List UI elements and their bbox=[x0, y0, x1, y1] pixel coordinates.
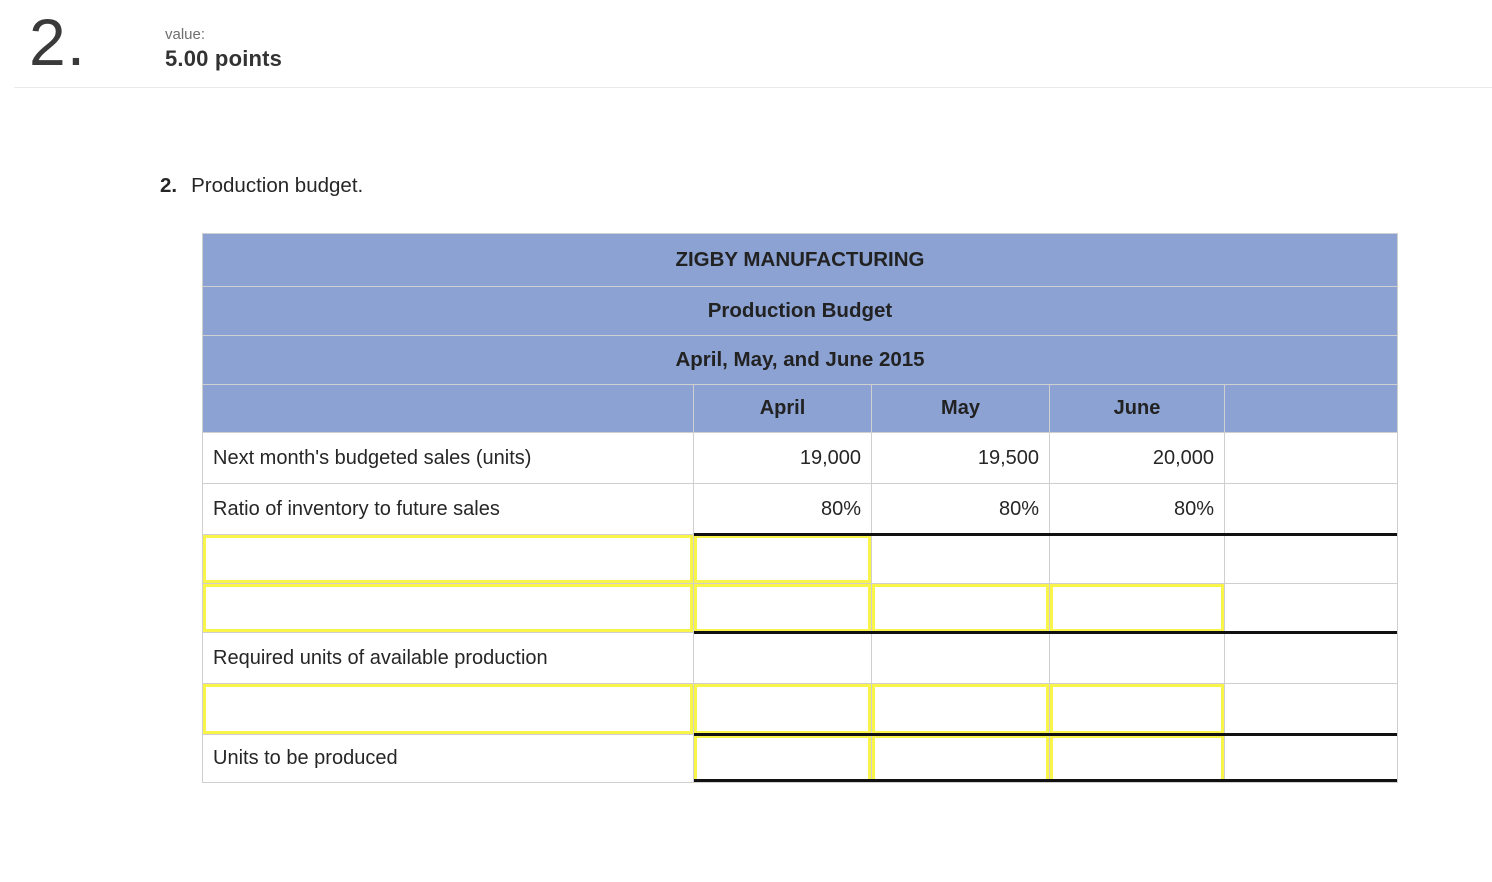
blank-cell bbox=[1225, 433, 1397, 483]
answer-input-june[interactable] bbox=[1050, 684, 1224, 734]
blank-cell bbox=[1225, 484, 1397, 534]
header-divider bbox=[14, 87, 1492, 88]
question-value-block: value: 5.00 points bbox=[165, 26, 282, 72]
value-cell-april: 19,000 bbox=[694, 433, 871, 483]
col-header-april: April bbox=[694, 385, 871, 432]
task-line: 2. Production budget. bbox=[160, 174, 363, 198]
blank-cell bbox=[1225, 735, 1397, 782]
table-title-report: Production Budget bbox=[203, 287, 1397, 335]
col-header-blank-left bbox=[203, 385, 693, 432]
value-cell-may: 19,500 bbox=[872, 433, 1049, 483]
answer-input-april[interactable] bbox=[694, 684, 871, 734]
value-label: value: bbox=[165, 26, 206, 43]
table-title-period: April, May, and June 2015 bbox=[203, 336, 1397, 384]
table-title-company: ZIGBY MANUFACTURING bbox=[203, 234, 1397, 286]
answer-input-april[interactable] bbox=[694, 584, 871, 632]
value-cell-june: 20,000 bbox=[1050, 433, 1224, 483]
task-number: 2. bbox=[160, 174, 178, 197]
blank-cell bbox=[1225, 633, 1397, 683]
row-label: Required units of available production bbox=[203, 633, 693, 683]
col-header-blank-right bbox=[1225, 385, 1397, 432]
answer-input-june[interactable] bbox=[1050, 735, 1224, 782]
answer-label-input[interactable] bbox=[203, 684, 693, 734]
value-cell-may bbox=[872, 633, 1049, 683]
blank-cell bbox=[1225, 535, 1397, 583]
answer-input-may[interactable] bbox=[872, 684, 1049, 734]
row-label: Ratio of inventory to future sales bbox=[203, 484, 693, 534]
answer-label-input[interactable] bbox=[203, 535, 693, 583]
value-cell-april bbox=[694, 633, 871, 683]
task-title: Production budget. bbox=[191, 174, 364, 197]
points-value: 5.00 points bbox=[165, 46, 283, 71]
blank-cell bbox=[872, 535, 1049, 583]
col-header-june: June bbox=[1050, 385, 1224, 432]
production-budget-table: ZIGBY MANUFACTURING Production Budget Ap… bbox=[202, 233, 1398, 783]
row-label: Units to be produced bbox=[203, 735, 693, 782]
blank-cell bbox=[1050, 535, 1224, 583]
answer-input-may[interactable] bbox=[872, 584, 1049, 632]
value-cell-june: 80% bbox=[1050, 484, 1224, 534]
answer-input-june[interactable] bbox=[1050, 584, 1224, 632]
answer-input-april[interactable] bbox=[694, 735, 871, 782]
answer-label-input[interactable] bbox=[203, 584, 693, 632]
question-number: 2. bbox=[29, 5, 87, 79]
answer-input-april[interactable] bbox=[694, 535, 871, 583]
blank-cell bbox=[1225, 584, 1397, 632]
value-cell-june bbox=[1050, 633, 1224, 683]
blank-cell bbox=[1225, 684, 1397, 734]
row-label: Next month's budgeted sales (units) bbox=[203, 433, 693, 483]
value-cell-may: 80% bbox=[872, 484, 1049, 534]
answer-input-may[interactable] bbox=[872, 735, 1049, 782]
col-header-may: May bbox=[872, 385, 1049, 432]
value-cell-april: 80% bbox=[694, 484, 871, 534]
